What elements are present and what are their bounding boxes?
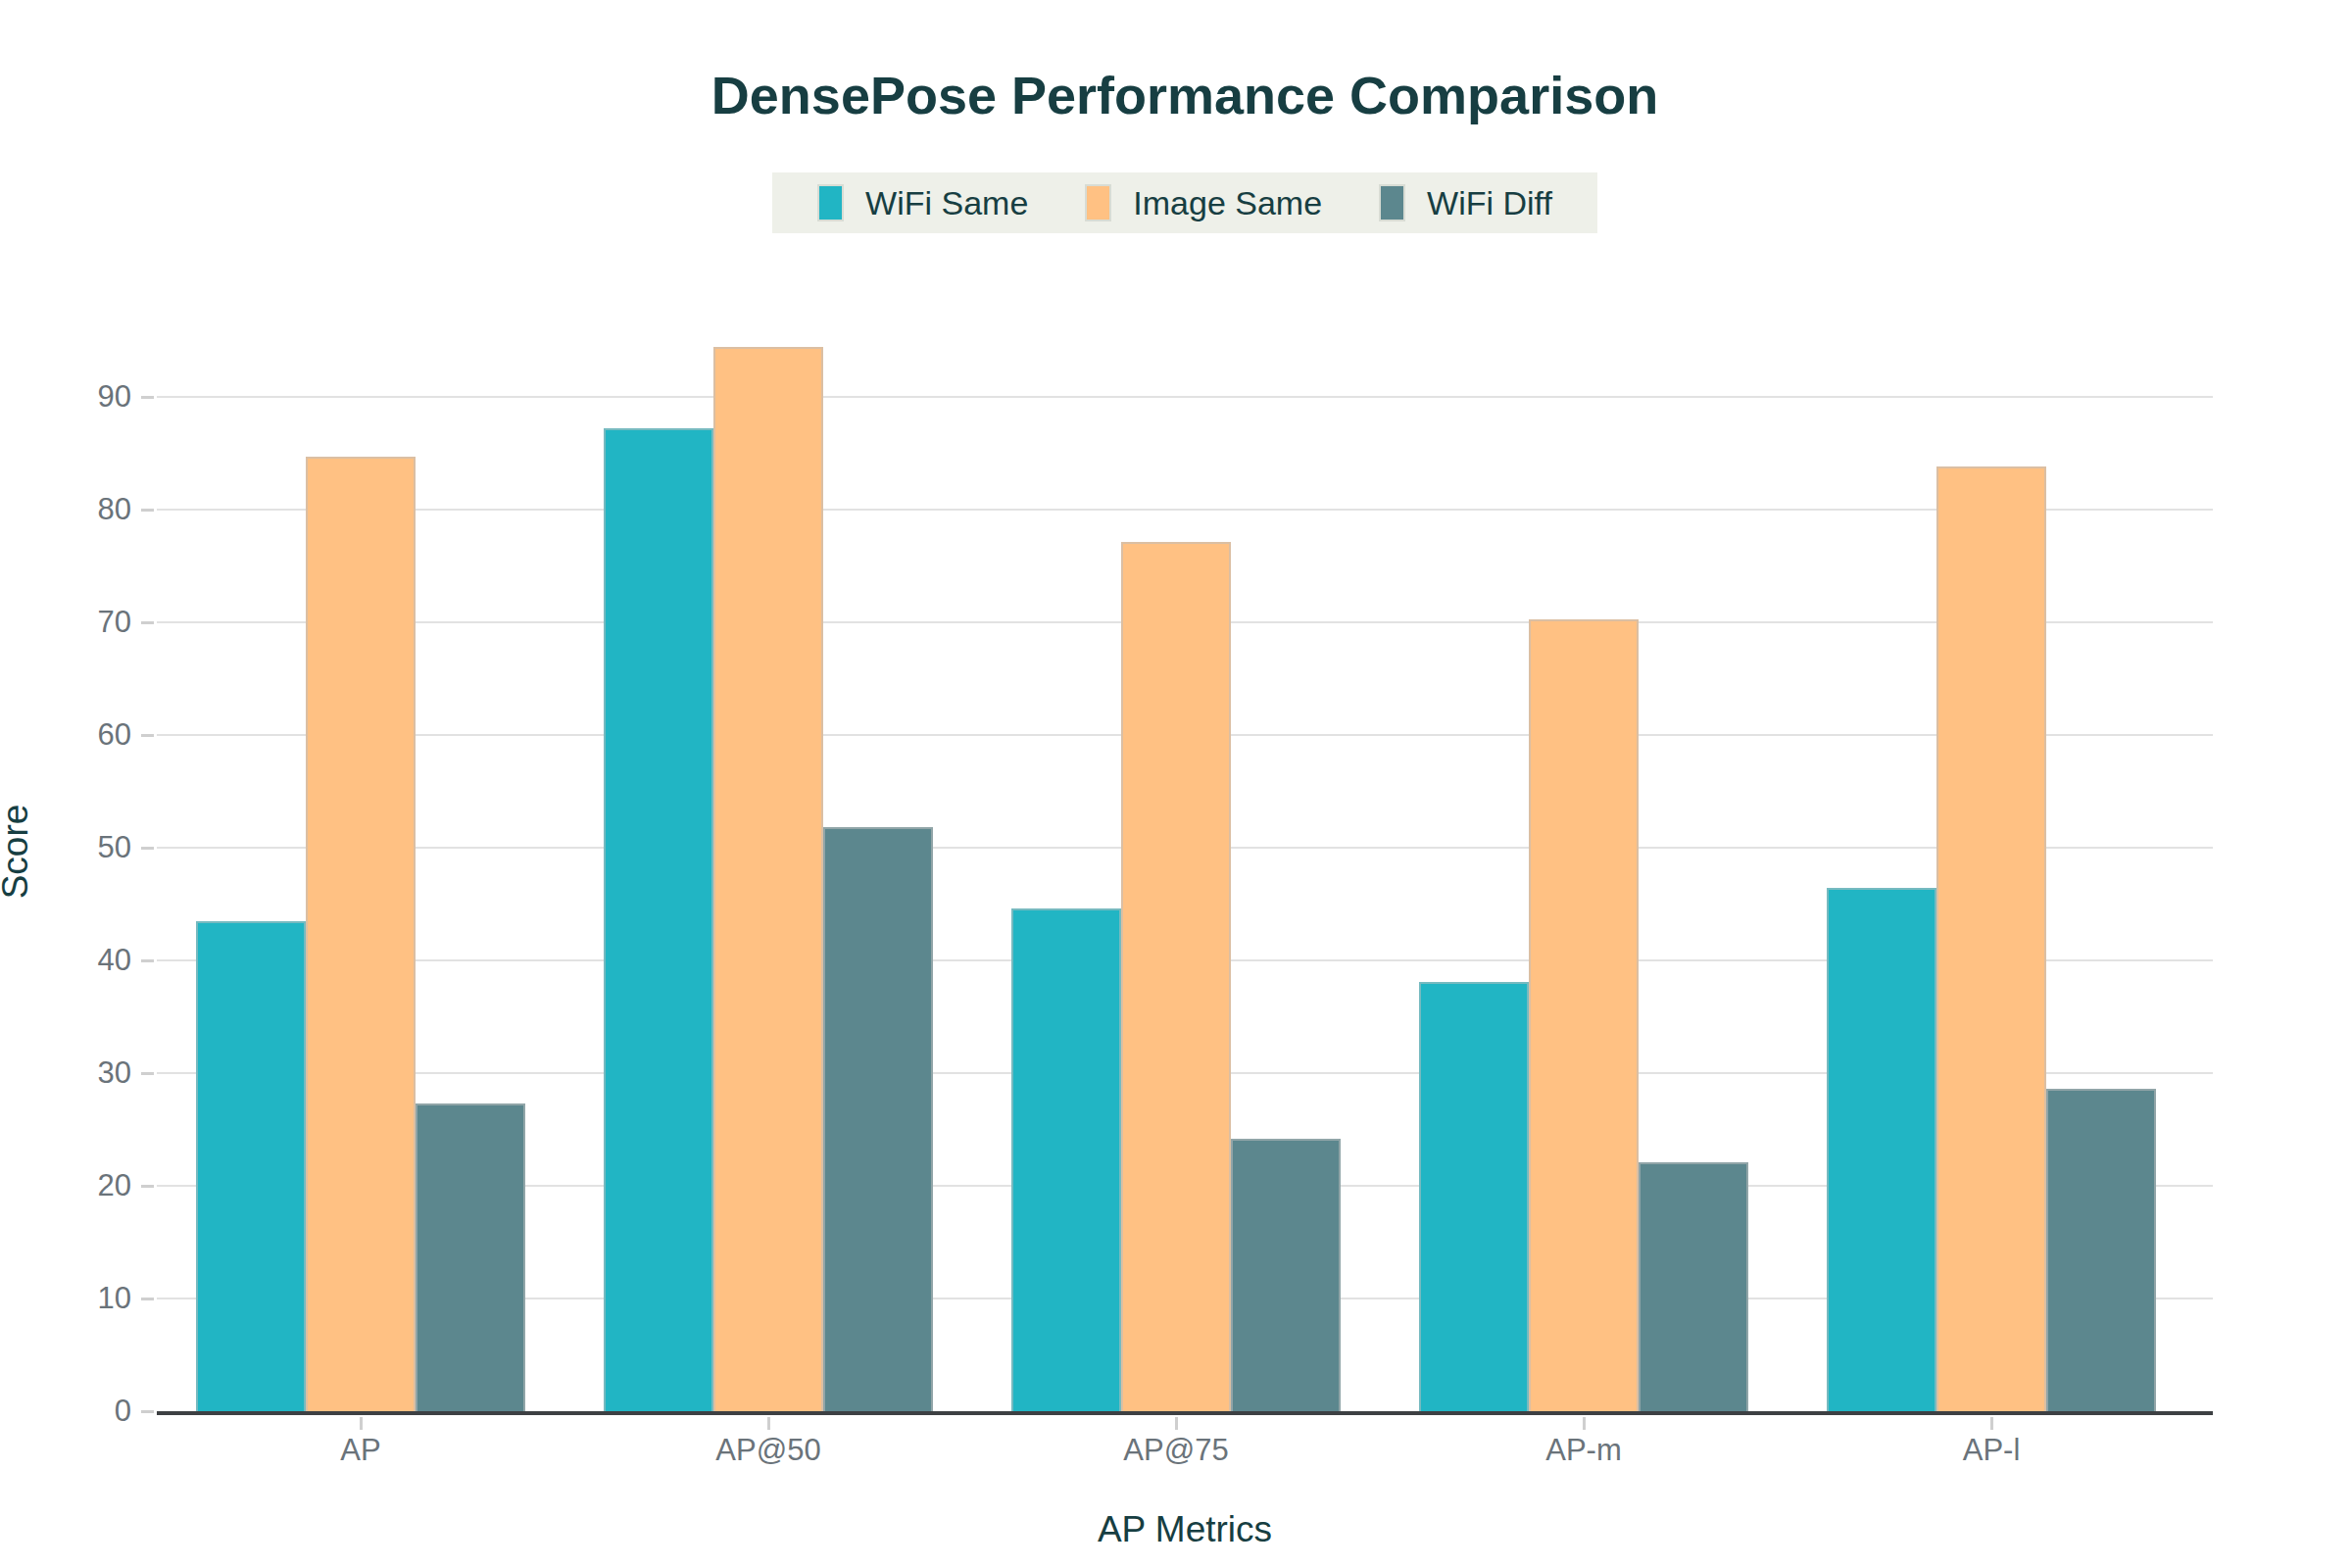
bar-image-same-ap-m bbox=[1529, 619, 1639, 1411]
legend-swatch bbox=[1379, 184, 1405, 221]
y-tick-label: 70 bbox=[29, 605, 131, 640]
x-tick-label: AP@75 bbox=[1019, 1433, 1333, 1468]
bar-image-same-ap bbox=[306, 457, 416, 1411]
bar-wifi-diff-ap bbox=[416, 1103, 525, 1411]
gridline-80 bbox=[157, 509, 2213, 511]
x-tick-mark bbox=[767, 1417, 770, 1430]
legend-wrap: WiFi Same Image Same WiFi Diff bbox=[157, 172, 2213, 233]
legend: WiFi Same Image Same WiFi Diff bbox=[772, 172, 1597, 233]
bar-image-same-ap@75 bbox=[1121, 542, 1231, 1411]
x-tick-mark bbox=[360, 1417, 363, 1430]
y-tick-mark bbox=[141, 959, 154, 962]
bar-wifi-same-ap-m bbox=[1419, 982, 1529, 1411]
x-tick-label: AP-m bbox=[1427, 1433, 1740, 1468]
y-tick-mark bbox=[141, 621, 154, 624]
y-tick-label: 50 bbox=[29, 830, 131, 865]
y-tick-mark bbox=[141, 734, 154, 737]
y-tick-mark bbox=[141, 1298, 154, 1300]
bar-wifi-diff-ap-l bbox=[2046, 1089, 2156, 1411]
x-tick-mark bbox=[1990, 1417, 1993, 1430]
y-tick-label: 40 bbox=[29, 943, 131, 978]
x-axis-title: AP Metrics bbox=[157, 1509, 2213, 1550]
y-tick-label: 30 bbox=[29, 1055, 131, 1091]
legend-swatch bbox=[817, 184, 844, 221]
x-tick-label: AP-l bbox=[1835, 1433, 2148, 1468]
legend-label: WiFi Same bbox=[865, 186, 1028, 220]
gridline-90 bbox=[157, 396, 2213, 398]
y-tick-label: 20 bbox=[29, 1168, 131, 1203]
legend-item: WiFi Same bbox=[817, 184, 1028, 221]
chart-title: DensePose Performance Comparison bbox=[157, 65, 2213, 125]
legend-label: Image Same bbox=[1133, 186, 1322, 220]
x-tick-mark bbox=[1175, 1417, 1178, 1430]
bar-wifi-same-ap@50 bbox=[604, 428, 713, 1411]
legend-label: WiFi Diff bbox=[1427, 186, 1552, 220]
bar-image-same-ap@50 bbox=[713, 347, 823, 1411]
x-tick-label: AP bbox=[204, 1433, 517, 1468]
y-tick-label: 10 bbox=[29, 1281, 131, 1316]
y-tick-mark bbox=[141, 396, 154, 399]
y-tick-mark bbox=[141, 1410, 154, 1413]
bar-chart: DensePose Performance Comparison WiFi Sa… bbox=[0, 0, 2352, 1568]
x-tick-mark bbox=[1583, 1417, 1586, 1430]
y-tick-label: 0 bbox=[29, 1394, 131, 1429]
legend-item: WiFi Diff bbox=[1379, 184, 1552, 221]
bar-wifi-same-ap-l bbox=[1827, 888, 1936, 1411]
legend-item: Image Same bbox=[1085, 184, 1322, 221]
y-tick-mark bbox=[141, 1185, 154, 1188]
y-tick-label: 80 bbox=[29, 492, 131, 527]
y-tick-mark bbox=[141, 1072, 154, 1075]
x-tick-label: AP@50 bbox=[612, 1433, 925, 1468]
bar-wifi-same-ap@75 bbox=[1011, 908, 1121, 1411]
plot-area bbox=[157, 284, 2213, 1415]
bar-wifi-diff-ap@50 bbox=[823, 827, 933, 1411]
y-tick-label: 60 bbox=[29, 717, 131, 753]
y-tick-mark bbox=[141, 509, 154, 512]
bar-wifi-diff-ap@75 bbox=[1231, 1139, 1341, 1411]
legend-swatch bbox=[1085, 184, 1111, 221]
bar-wifi-same-ap bbox=[196, 921, 306, 1411]
bar-image-same-ap-l bbox=[1936, 466, 2046, 1411]
y-tick-label: 90 bbox=[29, 379, 131, 415]
bar-wifi-diff-ap-m bbox=[1639, 1162, 1748, 1411]
y-tick-mark bbox=[141, 847, 154, 850]
